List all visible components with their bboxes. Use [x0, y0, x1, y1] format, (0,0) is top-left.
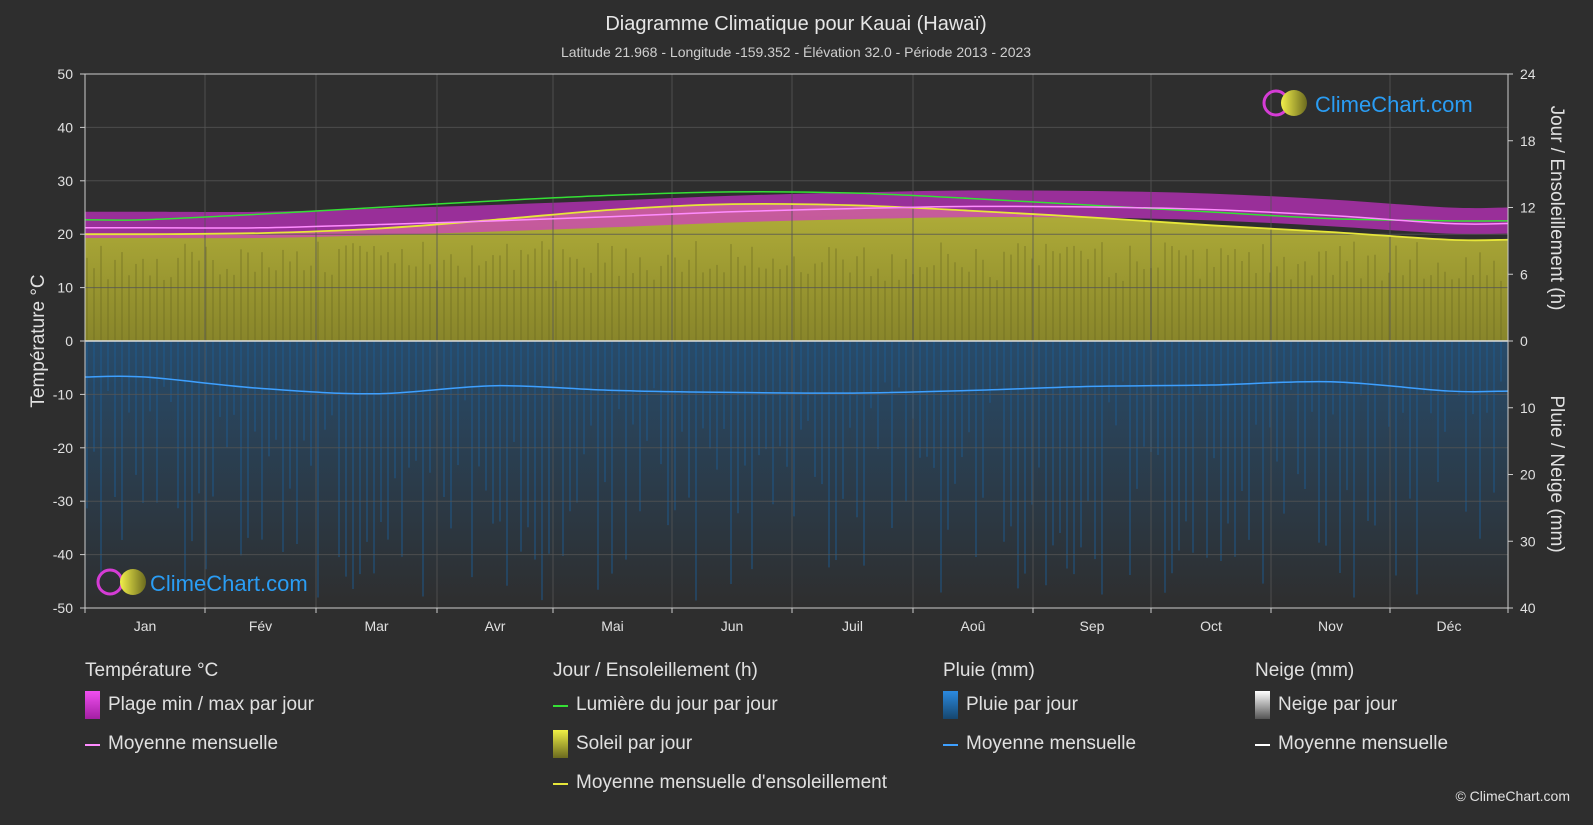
temp-mean-line: [84, 205, 1509, 229]
y-tick-label-left: -30: [53, 493, 73, 509]
y-tick-label-right-bottom: 30: [1520, 533, 1536, 549]
y-tick-label-right-bottom: 40: [1520, 600, 1536, 616]
y-tick-label-right-bottom: 10: [1520, 400, 1536, 416]
y-tick-label-left: -40: [53, 547, 73, 563]
legend-rain: Pluie (mm) Pluie par jour Moyenne mensue…: [943, 660, 1136, 772]
rain-mean-line: [84, 375, 1509, 395]
x-tick-label: Oct: [1200, 618, 1222, 634]
y-tick-label-right-top: 24: [1520, 66, 1536, 82]
legend-heading: Neige (mm): [1255, 660, 1355, 681]
y-tick-label-left: 0: [65, 333, 73, 349]
x-tick-label: Avr: [485, 618, 506, 634]
x-tick-label: Déc: [1437, 618, 1462, 634]
legend-label: Pluie par jour: [966, 694, 1078, 715]
x-tick-label: Sep: [1080, 618, 1105, 634]
y-axis-right-top-label: Jour / Ensoleillement (h): [1546, 106, 1567, 311]
legend-swatch: [943, 744, 958, 746]
legend-swatch: [1255, 691, 1270, 719]
watermark-bottom: ClimeChart.com: [96, 568, 308, 596]
legend-swatch: [553, 783, 568, 785]
legend-snow: Neige (mm) Neige par jour Moyenne mensue…: [1255, 660, 1448, 772]
legend-heading: Jour / Ensoleillement (h): [553, 660, 758, 681]
legend-item: Moyenne mensuelle d'ensoleillement: [553, 772, 887, 811]
x-tick-label: Mai: [601, 618, 624, 634]
legend-temperature: Température °C Plage min / max par jour …: [85, 660, 314, 772]
chart-subtitle: Latitude 21.968 - Longitude -159.352 - É…: [561, 44, 1031, 60]
legend-item: Pluie par jour: [943, 691, 1136, 733]
legend-swatch: [1255, 744, 1270, 746]
y-tick-label-left: 50: [57, 66, 73, 82]
watermark-top: ClimeChart.com: [1262, 89, 1473, 117]
legend-label: Moyenne mensuelle: [108, 733, 279, 754]
legend-label: Neige par jour: [1278, 694, 1398, 715]
daylight-line: [84, 191, 1509, 222]
legend-label: Moyenne mensuelle: [966, 733, 1137, 754]
x-tick-label: Jun: [721, 618, 744, 634]
x-tick-label: Mar: [364, 618, 388, 634]
y-axis-right-bottom-label: Pluie / Neige (mm): [1546, 395, 1567, 552]
x-tick-label: Jan: [134, 618, 157, 634]
y-tick-label-right-bottom: 20: [1520, 467, 1536, 483]
legend-swatch: [553, 730, 568, 758]
daily-texture: [86, 241, 1502, 601]
legend-label: Plage min / max par jour: [108, 694, 314, 715]
legend-item: Lumière du jour par jour: [553, 694, 887, 733]
y-tick-label-left: -10: [53, 386, 73, 402]
rain-area: [85, 341, 1508, 608]
y-tick-label-left: 20: [57, 226, 73, 242]
y-tick-label-right-top: 18: [1520, 133, 1536, 149]
watermark-text-bottom: ClimeChart.com: [150, 571, 308, 596]
y-tick-label-left: 40: [57, 119, 73, 135]
y-tick-label-right-top: 0: [1520, 333, 1528, 349]
legend-label: Soleil par jour: [576, 733, 693, 754]
legend-sun: Jour / Ensoleillement (h) Lumière du jou…: [553, 660, 887, 811]
y-tick-label-right-top: 12: [1520, 200, 1536, 216]
legend-item: Neige par jour: [1255, 691, 1448, 733]
legend-item: Plage min / max par jour: [85, 691, 314, 733]
y-tick-label-left: -50: [53, 600, 73, 616]
legend-item: Moyenne mensuelle: [1255, 733, 1448, 772]
watermark-text-top: ClimeChart.com: [1315, 92, 1473, 117]
copyright: © ClimeChart.com: [1455, 788, 1570, 804]
sunshine-area: [85, 203, 1508, 341]
x-tick-label: Aoû: [961, 618, 986, 634]
x-tick-label: Fév: [249, 618, 272, 634]
chart-title: Diagramme Climatique pour Kauai (Hawaï): [605, 13, 986, 35]
legend-label: Moyenne mensuelle: [1278, 733, 1449, 754]
legend-item: Soleil par jour: [553, 730, 887, 772]
x-tick-label: Juil: [842, 618, 863, 634]
legend-swatch: [943, 691, 958, 719]
y-tick-label-left: -20: [53, 440, 73, 456]
logo-sun-icon: [1281, 90, 1307, 116]
legend-label: Moyenne mensuelle d'ensoleillement: [576, 772, 887, 793]
legend-heading: Pluie (mm): [943, 660, 1035, 681]
y-tick-label-right-top: 6: [1520, 266, 1528, 282]
legend-item: Moyenne mensuelle: [85, 733, 314, 772]
y-tick-label-left: 10: [57, 280, 73, 296]
legend-swatch: [85, 691, 100, 719]
y-tick-label-left: 30: [57, 173, 73, 189]
sunshine-mean-line: [84, 202, 1509, 242]
legend-swatch: [553, 705, 568, 707]
legend-swatch: [85, 744, 100, 746]
legend-item: Moyenne mensuelle: [943, 733, 1136, 772]
logo-sun-icon: [120, 569, 146, 595]
legend-heading: Température °C: [85, 660, 219, 681]
y-axis-left-label: Température °C: [28, 274, 49, 407]
legend-label: Lumière du jour par jour: [576, 694, 778, 715]
temp-range-band: [85, 190, 1508, 239]
x-tick-label: Nov: [1318, 618, 1343, 634]
